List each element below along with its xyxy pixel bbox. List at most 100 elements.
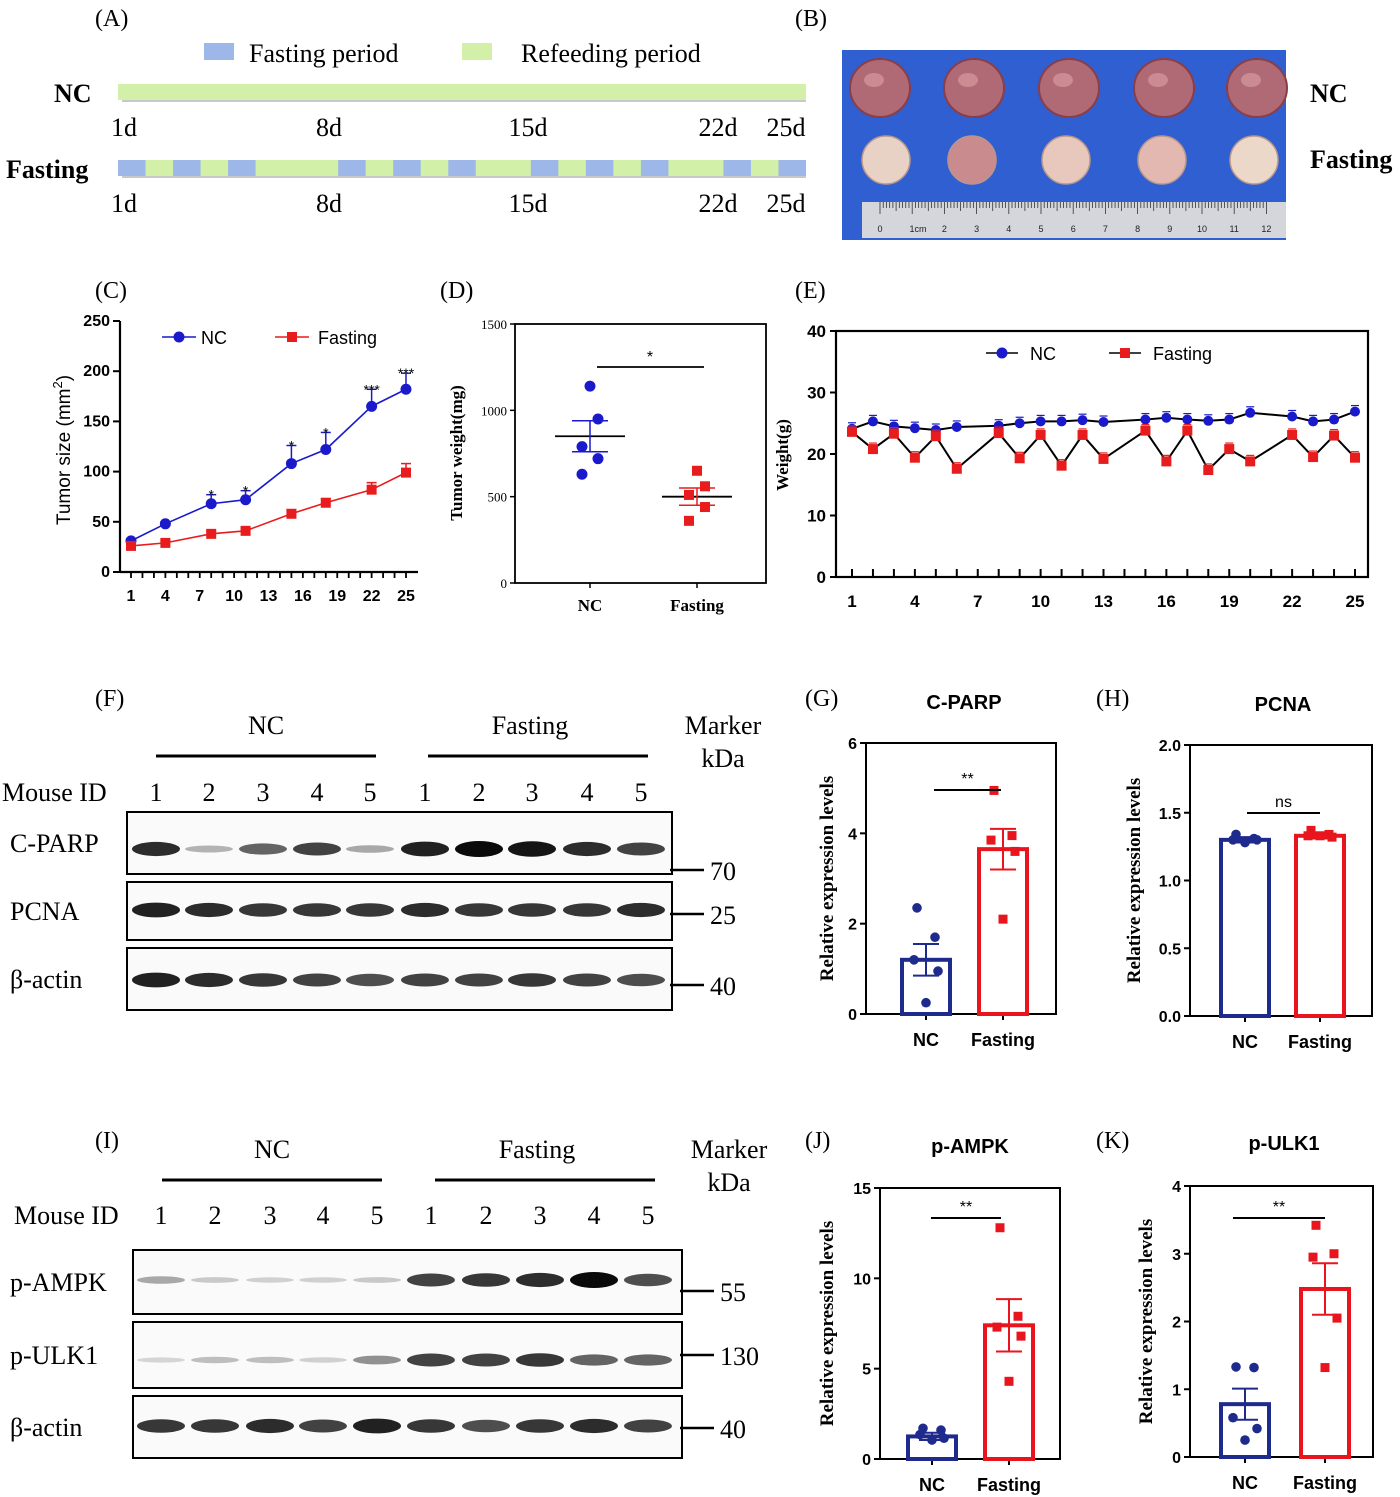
data-point bbox=[1308, 416, 1319, 427]
data-point bbox=[867, 444, 878, 455]
data-point bbox=[909, 423, 920, 434]
data-point bbox=[1245, 456, 1256, 467]
blot-band bbox=[239, 973, 287, 987]
blot-band bbox=[407, 1353, 455, 1367]
photo-row-label: NC bbox=[1310, 79, 1348, 108]
data-point bbox=[933, 966, 943, 976]
blot-band bbox=[407, 1273, 455, 1287]
blot-band bbox=[516, 1419, 564, 1433]
timeline-row-label: NC bbox=[54, 79, 92, 108]
chart-title: p-AMPK bbox=[931, 1136, 1009, 1158]
panel-f: (F) NC Fasting Marker kDa Mouse ID 1 2 3 4 5 1 2 3 4 5 C… bbox=[2, 686, 762, 1011]
blot-band bbox=[401, 902, 449, 918]
data-point bbox=[286, 508, 297, 519]
mouse-id-label: Mouse ID bbox=[14, 1201, 119, 1230]
data-point bbox=[1240, 1435, 1250, 1445]
data-point bbox=[584, 380, 596, 392]
blot-band bbox=[407, 1419, 455, 1433]
data-point bbox=[1329, 430, 1340, 441]
panel-label: (A) bbox=[95, 6, 128, 32]
legend-marker bbox=[1120, 348, 1130, 358]
ruler-label: 10 bbox=[1197, 224, 1207, 234]
blot-band bbox=[617, 973, 665, 987]
group-label: Fasting bbox=[499, 1135, 576, 1164]
y-tick-label: 0 bbox=[817, 568, 826, 587]
marker-kda: 70 bbox=[710, 857, 736, 886]
panel-j: (J) p-AMPK 0 5 10 15 Relative expression level… bbox=[805, 1128, 1061, 1495]
data-point bbox=[847, 426, 857, 437]
y-axis-label-sup: 2 bbox=[50, 381, 65, 388]
blot-row-label: p-AMPK bbox=[10, 1268, 107, 1297]
data-point bbox=[126, 540, 136, 551]
blot-band bbox=[346, 903, 394, 917]
data-point bbox=[1224, 444, 1235, 455]
timeline-tick: 8d bbox=[316, 113, 342, 142]
y-tick-label: 50 bbox=[92, 514, 110, 531]
blot-row-label: PCNA bbox=[10, 897, 80, 926]
y-tick-label: 200 bbox=[83, 363, 110, 380]
legend-marker bbox=[996, 347, 1008, 359]
panel-label: (J) bbox=[805, 1128, 830, 1154]
y-tick-label: 0 bbox=[862, 1452, 871, 1469]
data-point bbox=[1306, 825, 1316, 835]
significance-mark: * bbox=[323, 424, 329, 440]
y-tick-label: 4 bbox=[848, 826, 857, 843]
data-point bbox=[936, 1425, 946, 1435]
data-point bbox=[366, 400, 378, 412]
data-point bbox=[1240, 837, 1250, 848]
data-point bbox=[592, 413, 604, 425]
plot-frame bbox=[865, 742, 1057, 1015]
panel-h: (H) PCNA 0.0 0.5 1.0 1.5 2.0 Relative expressio… bbox=[1096, 686, 1373, 1052]
fasting-segment bbox=[585, 160, 614, 176]
data-point bbox=[576, 468, 588, 480]
series-line bbox=[130, 388, 407, 542]
y-tick-label: 10 bbox=[853, 1271, 871, 1288]
x-tick-label: Fasting bbox=[670, 596, 724, 615]
group-label: NC bbox=[248, 711, 284, 740]
panel-e: (E) 0 10 20 30 40 1 4 7 10 13 16 19 22 25 Weight(g) NC Fa… bbox=[773, 278, 1370, 611]
timeline-row-label: Fasting bbox=[6, 155, 88, 184]
panel-label: (I) bbox=[95, 1128, 119, 1154]
data-point bbox=[1010, 846, 1020, 856]
data-point bbox=[1249, 1362, 1259, 1373]
blot-row-label: β-actin bbox=[10, 1413, 82, 1442]
data-point bbox=[867, 416, 878, 427]
data-point bbox=[927, 1435, 937, 1445]
bar bbox=[1219, 837, 1271, 1018]
lane-label: 2 bbox=[209, 1201, 222, 1230]
x-tick-label: 4 bbox=[161, 588, 170, 605]
panel-d: (D) 0 500 1000 1500 NC Fasting Tumor weight(mg)… bbox=[440, 278, 767, 615]
data-point bbox=[930, 932, 940, 943]
data-point bbox=[1308, 1252, 1318, 1262]
blot-band bbox=[455, 841, 503, 857]
y-tick-label: 0 bbox=[501, 576, 508, 591]
significance-mark: *** bbox=[363, 381, 380, 397]
x-tick-label: NC bbox=[1232, 1473, 1258, 1493]
blot-band bbox=[563, 841, 611, 857]
data-point bbox=[684, 489, 694, 500]
refeeding-bar bbox=[118, 84, 806, 100]
lane-label: 4 bbox=[317, 1201, 330, 1230]
y-tick-label: 0 bbox=[1172, 1450, 1181, 1467]
legend-marker bbox=[287, 332, 297, 342]
marker-kda: 25 bbox=[710, 901, 736, 930]
lane-label: 3 bbox=[526, 778, 539, 807]
blot-band bbox=[293, 903, 341, 917]
tumor-fasting bbox=[1137, 135, 1187, 185]
data-point bbox=[1056, 416, 1067, 427]
bar bbox=[1294, 833, 1346, 1018]
x-tick-label: NC bbox=[1232, 1032, 1258, 1052]
plot-frame bbox=[879, 1187, 1061, 1460]
series-line bbox=[851, 410, 1356, 432]
blot-band bbox=[401, 973, 449, 987]
blot-band bbox=[293, 842, 341, 856]
data-point bbox=[320, 497, 331, 508]
fasting-segment bbox=[393, 160, 421, 176]
data-point bbox=[1303, 831, 1313, 841]
data-point bbox=[1332, 1313, 1342, 1323]
marker-title: Marker bbox=[685, 711, 762, 740]
blot-band bbox=[246, 1356, 294, 1364]
blot-band bbox=[353, 1277, 401, 1283]
data-point bbox=[909, 452, 920, 463]
data-point bbox=[401, 467, 411, 478]
